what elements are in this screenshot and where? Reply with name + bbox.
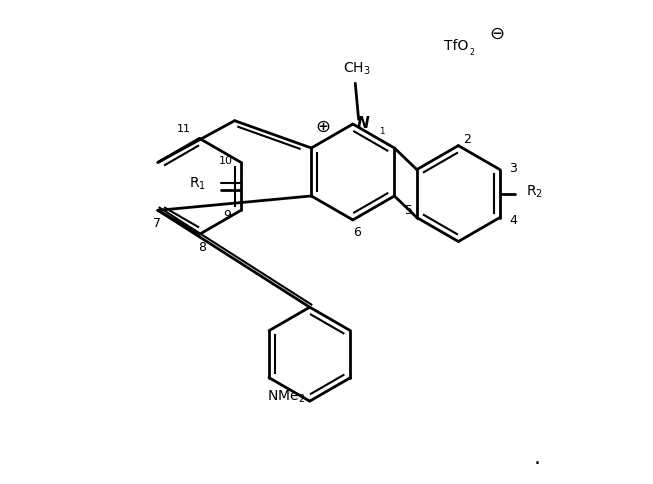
Text: 10: 10 [219,156,232,166]
Text: $\oplus$: $\oplus$ [315,118,331,136]
Text: N: N [357,115,370,130]
Text: R$_2$: R$_2$ [526,183,543,200]
Text: 4: 4 [509,214,517,227]
Text: 2: 2 [463,133,471,146]
Text: $_1$: $_1$ [379,124,386,137]
Text: CH$_3$: CH$_3$ [343,60,370,76]
Text: TfO: TfO [444,39,468,53]
Text: $_2$: $_2$ [469,47,475,59]
Text: 5: 5 [405,203,413,216]
Text: .: . [534,447,541,467]
Text: NMe$_2$: NMe$_2$ [266,388,305,404]
Text: 11: 11 [177,123,191,134]
Text: R$_1$: R$_1$ [189,175,206,191]
Text: 7: 7 [153,216,161,229]
Text: 9: 9 [223,208,231,221]
Text: 3: 3 [509,161,517,174]
Text: $\ominus$: $\ominus$ [489,25,504,43]
Text: 8: 8 [198,240,206,253]
Text: 6: 6 [353,226,360,239]
